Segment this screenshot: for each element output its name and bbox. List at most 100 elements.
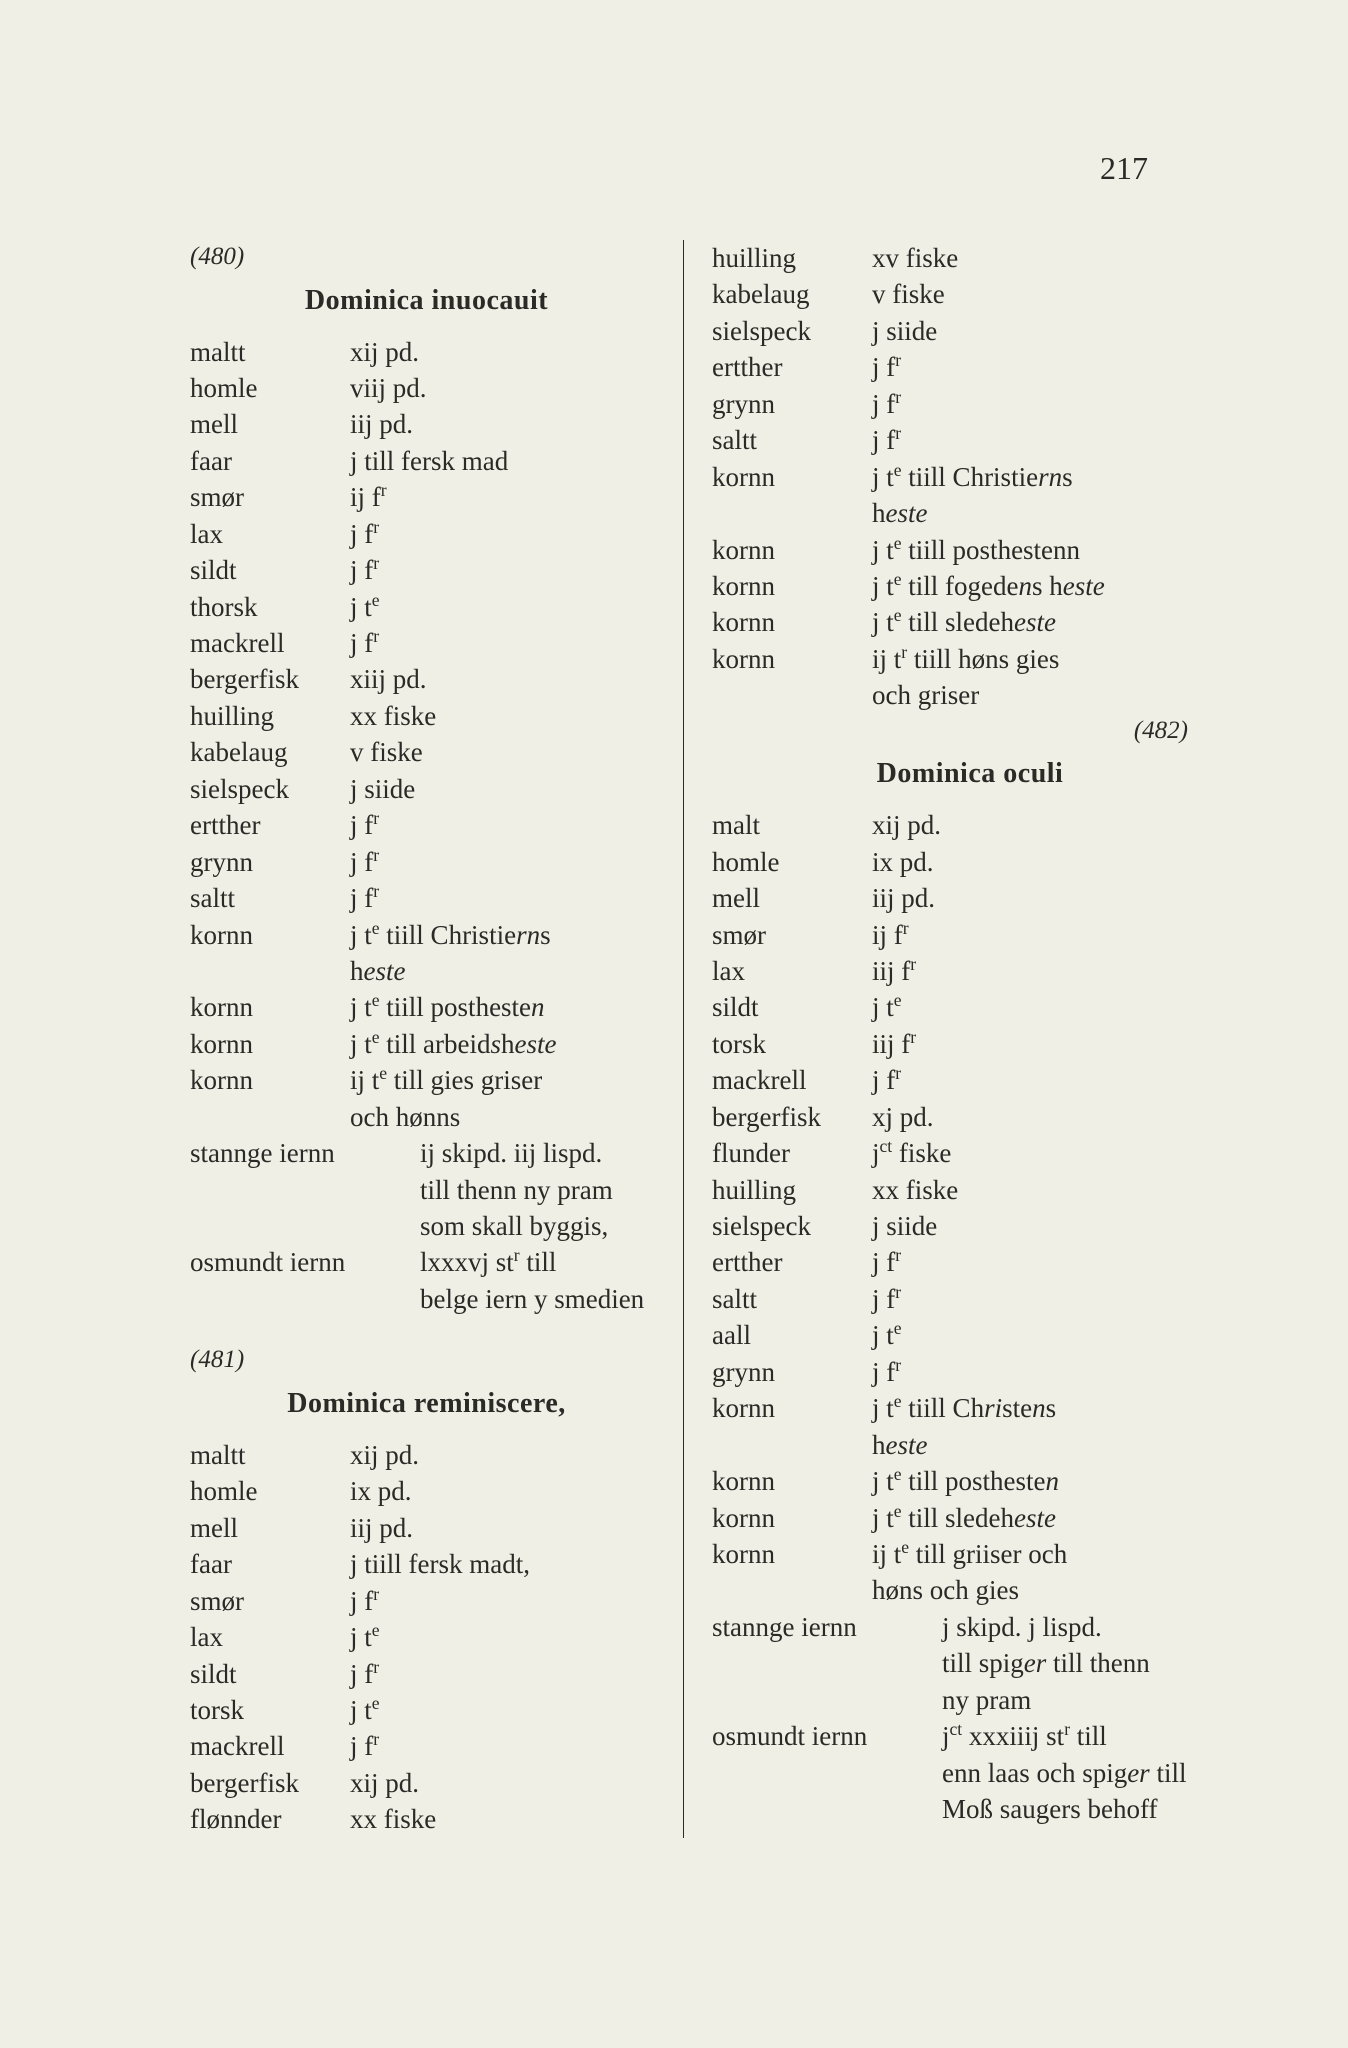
entry-label: saltt <box>190 880 350 916</box>
entry-value: j te tiill posthesten <box>350 989 663 1025</box>
entry-continuation: som skall byggis, <box>190 1208 663 1244</box>
folio-ref-480: (480) <box>190 240 663 274</box>
left-column: (480) Dominica inuocauit malttxij pd.hom… <box>110 240 684 1838</box>
ledger-entry: melliij pd. <box>190 406 663 442</box>
entry-value: ij te till gies griser <box>350 1062 663 1098</box>
ledger-entry: huillingxv fiske <box>712 240 1228 276</box>
entry-value: xij pd. <box>350 1437 663 1473</box>
entry-label: sildt <box>190 1656 350 1692</box>
entry-label: mackrell <box>190 1728 350 1764</box>
ledger-entry: erttherj fr <box>712 1244 1228 1280</box>
entry-value: j tiill fersk madt, <box>350 1546 663 1582</box>
entry-value: xij pd. <box>350 334 663 370</box>
entry-value: j skipd. j lispd. <box>942 1609 1228 1645</box>
document-page: 217 (480) Dominica inuocauit malttxij pd… <box>0 0 1348 2048</box>
entry-label: lax <box>190 516 350 552</box>
ledger-entry: sildtj te <box>712 989 1228 1025</box>
entry-value: j te till sledeheste <box>872 604 1228 640</box>
ledger-entry: melliij pd. <box>712 880 1228 916</box>
ledger-entry: malttxij pd. <box>190 334 663 370</box>
entry-value: ix pd. <box>350 1473 663 1509</box>
ledger-entry: homleix pd. <box>712 844 1228 880</box>
entry-label: huilling <box>190 698 350 734</box>
ledger-entry: homleix pd. <box>190 1473 663 1509</box>
entry-value: j te <box>350 1619 663 1655</box>
entry-value: xij pd. <box>350 1765 663 1801</box>
entry-continuation: till thenn ny pram <box>190 1172 663 1208</box>
entry-value: j te tiill Christens <box>872 1390 1228 1426</box>
entry-continuation: till spiger till thenn <box>712 1645 1228 1681</box>
entry-label: maltt <box>190 334 350 370</box>
entry-value: j siide <box>350 771 663 807</box>
ledger-entry: kornnj te till arbeidsheste <box>190 1026 663 1062</box>
ledger-entry: grynnj fr <box>190 844 663 880</box>
entry-label: sielspeck <box>712 1208 872 1244</box>
entry-label: huilling <box>712 1172 872 1208</box>
entry-label: maltt <box>190 1437 350 1473</box>
ledger-entry: maltxij pd. <box>712 807 1228 843</box>
ledger-entry: mackrellj fr <box>190 1728 663 1764</box>
ledger-entry: erttherj fr <box>190 807 663 843</box>
entry-continuation: høns och gies <box>712 1572 1228 1608</box>
entry-label: bergerfisk <box>712 1099 872 1135</box>
entry-label: kornn <box>712 641 872 677</box>
section-481b-rows: huillingxv fiskekabelaugv fiskesielspeck… <box>712 240 1228 714</box>
entry-value: ij tr tiill høns gies <box>872 641 1228 677</box>
entry-label: faar <box>190 443 350 479</box>
entry-label: thorsk <box>190 589 350 625</box>
entry-value: j te till fogedens heste <box>872 568 1228 604</box>
ledger-entry: torskiij fr <box>712 1026 1228 1062</box>
entry-value: iij pd. <box>350 406 663 442</box>
entry-label: kornn <box>712 532 872 568</box>
ledger-entry: smørij fr <box>712 917 1228 953</box>
entry-value: j fr <box>350 625 663 661</box>
ledger-entry: flønnderxx fiske <box>190 1801 663 1837</box>
entry-label: kornn <box>190 989 350 1025</box>
ledger-entry: sildtj fr <box>190 1656 663 1692</box>
ledger-entry: sildtj fr <box>190 552 663 588</box>
ledger-entry: kornnj te tiill Christierns <box>712 459 1228 495</box>
entry-label: ertther <box>190 807 350 843</box>
entry-continuation: heste <box>712 495 1228 531</box>
entry-value: j fr <box>872 386 1228 422</box>
entry-label: kornn <box>712 568 872 604</box>
ledger-entry: kornnj te till fogedens heste <box>712 568 1228 604</box>
entry-label: sildt <box>190 552 350 588</box>
ledger-entry: faarj till fersk mad <box>190 443 663 479</box>
ledger-entry: huillingxx fiske <box>190 698 663 734</box>
ledger-entry: kornnj te till sledeheste <box>712 1500 1228 1536</box>
ledger-entry: kornnj te tiill posthestenn <box>712 532 1228 568</box>
entry-value: j fr <box>350 1728 663 1764</box>
ledger-entry: melliij pd. <box>190 1510 663 1546</box>
ledger-entry: kornnj te tiill Christierns <box>190 917 663 953</box>
entry-value: xx fiske <box>872 1172 1228 1208</box>
ledger-entry: malttxij pd. <box>190 1437 663 1473</box>
ledger-entry: laxj te <box>190 1619 663 1655</box>
ledger-entry: laxj fr <box>190 516 663 552</box>
entry-value: j te till sledeheste <box>872 1500 1228 1536</box>
page-number: 217 <box>1100 150 1148 187</box>
entry-value: j fr <box>350 1583 663 1619</box>
section-480-rows: malttxij pd.homleviij pd.melliij pd.faar… <box>190 334 663 1318</box>
entry-value: j fr <box>350 807 663 843</box>
entry-label: sildt <box>712 989 872 1025</box>
entry-label: saltt <box>712 422 872 458</box>
entry-label: homle <box>190 370 350 406</box>
entry-value: j fr <box>872 1244 1228 1280</box>
ledger-entry: kornnj te tiill posthesten <box>190 989 663 1025</box>
entry-label: osmundt iernn <box>712 1718 942 1754</box>
entry-value: j te <box>350 1692 663 1728</box>
entry-value: j te <box>872 989 1228 1025</box>
entry-value: j fr <box>872 1354 1228 1390</box>
entry-label: grynn <box>712 1354 872 1390</box>
ledger-entry: grynnj fr <box>712 386 1228 422</box>
entry-continuation: och griser <box>712 677 1228 713</box>
section-482-rows: maltxij pd.homleix pd.melliij pd.smørij … <box>712 807 1228 1827</box>
entry-label: grynn <box>712 386 872 422</box>
ledger-entry: kabelaugv fiske <box>712 276 1228 312</box>
entry-value: xij pd. <box>872 807 1228 843</box>
entry-continuation: ny pram <box>712 1682 1228 1718</box>
entry-label: aall <box>712 1317 872 1353</box>
ledger-entry: sielspeckj siide <box>712 313 1228 349</box>
entry-value: j te till arbeidsheste <box>350 1026 663 1062</box>
